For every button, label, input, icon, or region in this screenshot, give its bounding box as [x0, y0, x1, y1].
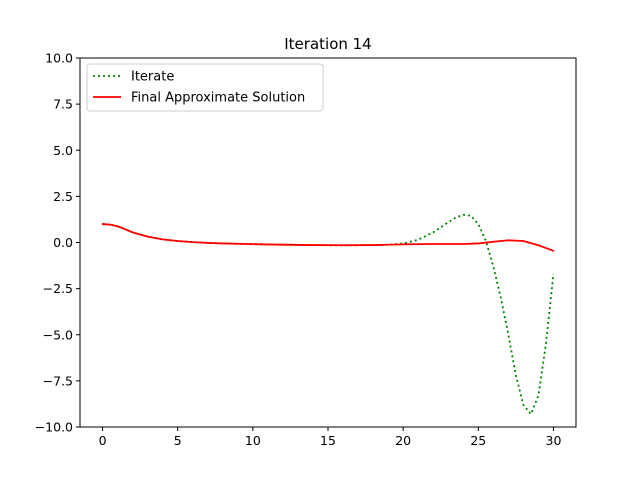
legend-frame — [86, 63, 324, 112]
legend-label-iterate: Iterate — [131, 70, 174, 85]
y-tick-label: 2.5 — [53, 189, 73, 204]
x-tick-label: 25 — [470, 433, 486, 448]
x-tick-label: 20 — [395, 433, 411, 448]
y-tick-label: 10.0 — [45, 51, 73, 66]
y-tick-label: 7.5 — [53, 97, 73, 112]
legend: Iterate Final Approximate Solution — [86, 63, 324, 112]
y-tick-label: 0.0 — [53, 235, 73, 250]
y-tick-label: 5.0 — [53, 143, 73, 158]
y-tick-label: −5.0 — [43, 327, 73, 342]
series-line-final-approximate-solution — [101, 223, 555, 252]
x-tick-label: 30 — [546, 433, 562, 448]
y-tick-label: −10.0 — [35, 420, 73, 435]
y-tick-label: −2.5 — [43, 281, 73, 296]
y-tick-label: −7.5 — [43, 373, 73, 388]
plot-frame — [79, 57, 577, 428]
x-tick-label: 5 — [174, 433, 182, 448]
x-tick-label: 15 — [320, 433, 336, 448]
x-tick-label: 0 — [99, 433, 107, 448]
x-tick-label: 10 — [245, 433, 261, 448]
chart-title: Iteration 14 — [284, 35, 371, 53]
legend-label-final: Final Approximate Solution — [131, 91, 305, 106]
